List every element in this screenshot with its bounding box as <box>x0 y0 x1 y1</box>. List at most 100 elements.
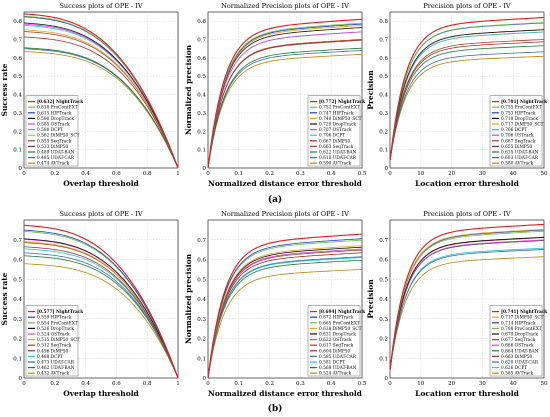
c1-ytick-label: 0.5 <box>197 74 206 80</box>
c1-ytick-label: 0.2 <box>197 129 206 135</box>
c4-legend-entry-ostrack: 0.622 OSTrack <box>319 338 352 343</box>
c4-ytick-label: 0.7 <box>197 238 206 244</box>
c1-series-line-dimp50-sct <box>207 25 363 169</box>
c5-title: Precision plots of OPE - IV <box>423 210 511 218</box>
c0-legend-entry-udat-ban: 0.489 UDAT-BAN <box>37 151 75 156</box>
c3-ytick-label: 0.5 <box>13 277 22 283</box>
c1-xtick-label: 0.5 <box>358 171 367 177</box>
chart-normalized-precision-a: Normalized Precision plots of OPE - IV0 0… <box>184 2 367 188</box>
c3-legend-entry-seqtrack: 0.512 SeqTrack <box>37 344 72 349</box>
c5-ytick-label: 0 <box>385 376 389 382</box>
c3-legend-entry-nighttrack: [0.577] NightTrack <box>37 310 84 315</box>
c4-legend-entry-dimp50-sct: 0.638 DiMP50_SCT <box>319 327 362 332</box>
c2-ytick-label: 0.6 <box>379 56 388 62</box>
c5-series-line-ostrack <box>389 239 545 371</box>
c2-xtick-label: 10 <box>417 171 424 177</box>
c3-legend-entry-udat-ban: 0.462 UDAT-BAN <box>37 366 75 371</box>
c2-series-line-procontext <box>389 22 545 161</box>
c4-xtick-label: 0.4 <box>327 381 336 387</box>
c4-series-line-ostrack <box>207 248 363 379</box>
c1-legend-entry-dimp50: 0.667 DiMP50 <box>319 139 351 144</box>
c1-legend-entry-udat-ban: 0.622 UDAT-BAN <box>319 151 357 156</box>
c1-series-line-udat-car <box>207 50 363 169</box>
c0-series-line-nighttrack <box>23 13 179 169</box>
c0-xlabel: Overlap threshold <box>63 179 139 188</box>
c4-xtick-label: 0.1 <box>234 381 243 387</box>
c3-xtick-label: 0.8 <box>143 381 152 387</box>
c4-legend-entry-hiptrack: 0.672 HIPTrack <box>319 316 354 321</box>
c2-legend-entry-udat-car: 0.603 UDAT-CAR <box>501 156 539 161</box>
c1-legend-entry-seqtrack: 0.663 SeqTrack <box>319 145 354 150</box>
row-label-a: (a) <box>267 195 283 205</box>
c1-legend-entry-udat-car: 0.610 UDAT-CAR <box>319 156 357 161</box>
c3-ylabel: Success rate <box>0 272 9 325</box>
c4-series-line-hiptrack <box>207 238 363 379</box>
c5-legend-entry-nighttrack: [0.741] NightTrack <box>501 310 548 315</box>
c0-xtick-label: 1 <box>176 171 180 177</box>
c0-legend-entry-seqtrack: 0.555 SeqTrack <box>37 139 72 144</box>
c5-xtick-label: 40 <box>510 381 517 387</box>
c5-legend-entry-dcpt: 0.626 DCPT <box>501 366 527 371</box>
c2-series-line-dimp50 <box>389 41 545 161</box>
c4-legend-entry-seqtrack: 0.617 SeqTrack <box>319 344 354 349</box>
c0-legend <box>25 95 79 167</box>
c1-series-line-avtrack <box>207 53 363 169</box>
c2-ytick-label: 0.1 <box>379 148 388 154</box>
c3-series-line-nighttrack <box>23 224 179 379</box>
c1-xlabel: Normalized distance error threshold <box>208 179 363 188</box>
c1-ytick-label: 0 <box>203 166 207 172</box>
c2-legend-entry-seqtrack: 0.667 SeqTrack <box>501 139 536 144</box>
c3-series-line-dimp50 <box>23 246 179 379</box>
c0-xtick-label: 0 <box>22 171 26 177</box>
c2-legend-entry-dimp50-sct: 0.717 DiMP50_SCT <box>501 123 544 128</box>
c1-ytick-label: 0.8 <box>197 19 206 25</box>
c0-ytick-label: 0.6 <box>13 56 22 62</box>
c4-title: Normalized Precision plots of OPE - IV <box>221 210 349 218</box>
c5-ytick-label: 0.4 <box>379 297 388 303</box>
c5-xtick-label: 0 <box>388 381 392 387</box>
c0-legend-entry-udat-car: 0.485 UDAT-CAR <box>37 156 75 161</box>
c4-ytick-label: 0.2 <box>197 337 206 343</box>
chart-precision-b: Precision plots of OPE - IV 0 10 20 30 40 50 0 0… <box>366 210 548 398</box>
c0-ytick-label: 0 <box>19 166 23 172</box>
c1-legend-entry-nighttrack: [0.772] NightTrack <box>319 100 366 105</box>
c4-series-line-procontext <box>207 239 363 379</box>
c5-xtick-label: 30 <box>479 381 486 387</box>
c4-series-line-dimp50-sct <box>207 245 363 379</box>
c4-legend-entry-droptrack: 0.631 DropTrack <box>319 333 356 338</box>
c0-legend-entry-procontext: 0.618 ProContEXT <box>37 106 78 111</box>
c2-legend-entry-dcpt: 0.706 DCPT <box>501 128 527 133</box>
c5-ytick-label: 0.3 <box>379 317 388 323</box>
c1-series-line-nighttrack <box>207 18 363 169</box>
c2-xtick-label: 50 <box>541 171 548 177</box>
c5-ytick-label: 0.7 <box>379 238 388 244</box>
c0-legend-entry-ostrack: 0.585 OSTrack <box>37 123 70 128</box>
c4-legend-entry-udat-ban: 0.568 UDAT-BAN <box>319 366 357 371</box>
c2-legend-entry-droptrack: 0.718 DropTrack <box>501 117 538 122</box>
c3-legend-entry-droptrack: 0.526 DropTrack <box>37 327 74 332</box>
c4-series-line-avtrack <box>207 268 363 379</box>
c0-ytick-label: 0.2 <box>13 129 22 135</box>
c2-ylabel: Precision <box>366 70 375 110</box>
c4-legend-entry-procontext: 0.665 ProContEXT <box>319 321 360 326</box>
c3-legend-entry-hiptrack: 0.559 HIPTrack <box>37 316 72 321</box>
c4-legend-entry-dimp50: 0.604 DiMP50 <box>319 349 351 354</box>
c2-series-line-droptrack <box>389 29 545 161</box>
c2-xlabel: Location error threshold <box>415 179 519 188</box>
c3-xtick-label: 0.4 <box>81 381 90 387</box>
c3-title: Success plots of OPE - IV <box>59 210 142 218</box>
c0-ytick-label: 0.7 <box>13 38 22 44</box>
c2-ytick-label: 0.7 <box>379 38 388 44</box>
c3-xlabel: Overlap threshold <box>63 389 139 398</box>
c0-ytick-label: 0.4 <box>13 93 22 99</box>
c1-ytick-label: 0.7 <box>197 38 206 44</box>
c0-legend-entry-avtrack: 0.474 AVTrack <box>37 162 70 167</box>
c1-legend-entry-avtrack: 0.590 AVTrack <box>319 162 352 167</box>
c3-series-line-avtrack <box>23 263 179 379</box>
c2-legend-entry-ostrack: 0.706 OSTrack <box>501 134 534 139</box>
c0-legend-entry-hiptrack: 0.615 HIPTrack <box>37 111 72 116</box>
c3-ytick-label: 0.6 <box>13 258 22 264</box>
c2-legend-entry-dimp50: 0.655 DiMP50 <box>501 145 533 150</box>
c3-legend-entry-dimp50: 0.496 DiMP50 <box>37 349 69 354</box>
